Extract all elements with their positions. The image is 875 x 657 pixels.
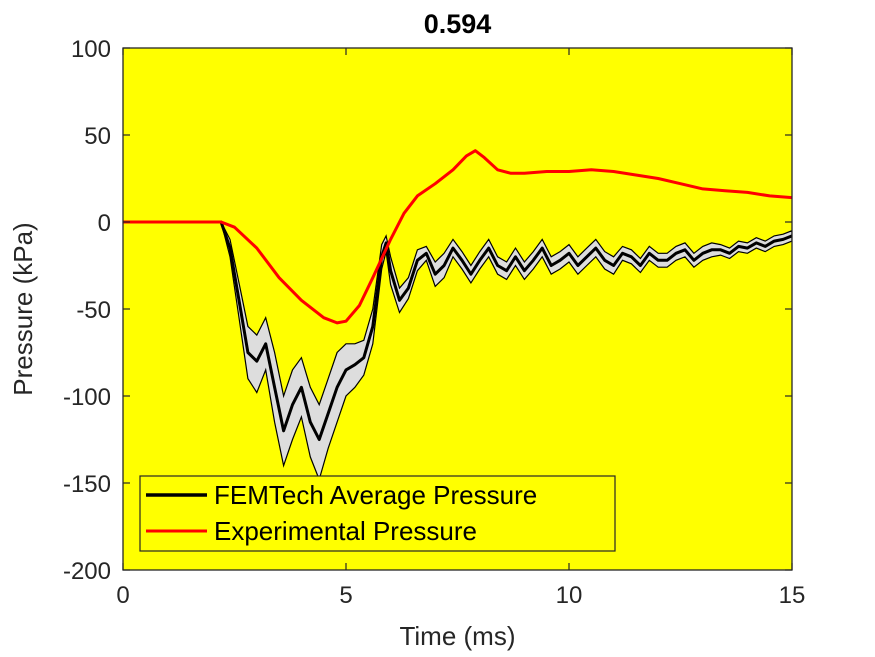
y-tick-label: 50	[84, 123, 111, 150]
series-layer	[123, 149, 792, 482]
x-axis-label: Time (ms)	[399, 621, 515, 651]
legend-label-experimental: Experimental Pressure	[214, 516, 477, 546]
series-line-experimental	[123, 149, 792, 325]
y-tick-label: 0	[98, 210, 111, 237]
x-tick-label: 15	[779, 582, 806, 609]
y-axis-label: Pressure (kPa)	[8, 222, 38, 395]
x-tick-label: 5	[339, 582, 352, 609]
y-tick-label: -100	[63, 384, 111, 411]
legend: FEMTech Average Pressure Experimental Pr…	[139, 475, 616, 552]
y-tick-label: -50	[76, 297, 111, 324]
chart-title: 0.594	[424, 9, 492, 39]
y-tick-label: -200	[63, 558, 111, 585]
y-tick-label: -150	[63, 471, 111, 498]
ticks-layer: 0 5 10 15 -200 -150 -100 -50 0 50 100	[63, 36, 805, 609]
series-line-femtech	[123, 220, 792, 441]
x-tick-label: 10	[556, 582, 583, 609]
legend-label-femtech: FEMTech Average Pressure	[214, 480, 537, 510]
y-tick-label: 100	[71, 36, 111, 63]
x-tick-label: 0	[116, 582, 129, 609]
legend-box	[139, 475, 616, 552]
